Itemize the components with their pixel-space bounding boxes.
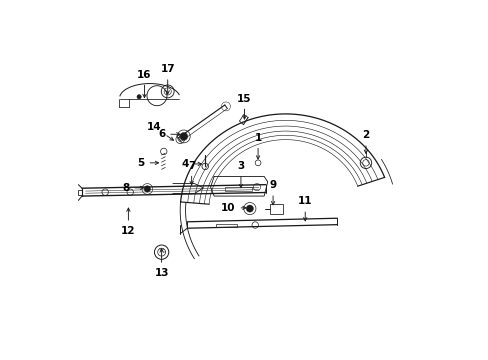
Circle shape: [144, 186, 150, 192]
Text: 3: 3: [237, 161, 244, 188]
Text: 14: 14: [147, 122, 173, 140]
Text: 7: 7: [187, 161, 195, 185]
Bar: [224, 187, 251, 192]
Text: 5: 5: [137, 158, 158, 168]
Text: 12: 12: [121, 208, 135, 236]
Text: 1: 1: [254, 133, 261, 159]
Text: 8: 8: [122, 183, 143, 193]
Text: 11: 11: [297, 197, 312, 221]
Bar: [216, 224, 237, 227]
Text: 9: 9: [269, 180, 276, 205]
Circle shape: [246, 205, 253, 212]
Text: 15: 15: [237, 94, 251, 119]
Text: 6: 6: [158, 129, 180, 139]
Bar: [269, 203, 283, 213]
Text: 13: 13: [154, 249, 168, 278]
Text: 4: 4: [182, 159, 201, 169]
Circle shape: [180, 132, 187, 140]
Text: 2: 2: [362, 130, 369, 153]
Circle shape: [137, 95, 141, 99]
Bar: [78, 190, 82, 195]
Text: 10: 10: [221, 203, 245, 213]
Text: 16: 16: [137, 69, 151, 98]
Text: 17: 17: [160, 64, 175, 94]
